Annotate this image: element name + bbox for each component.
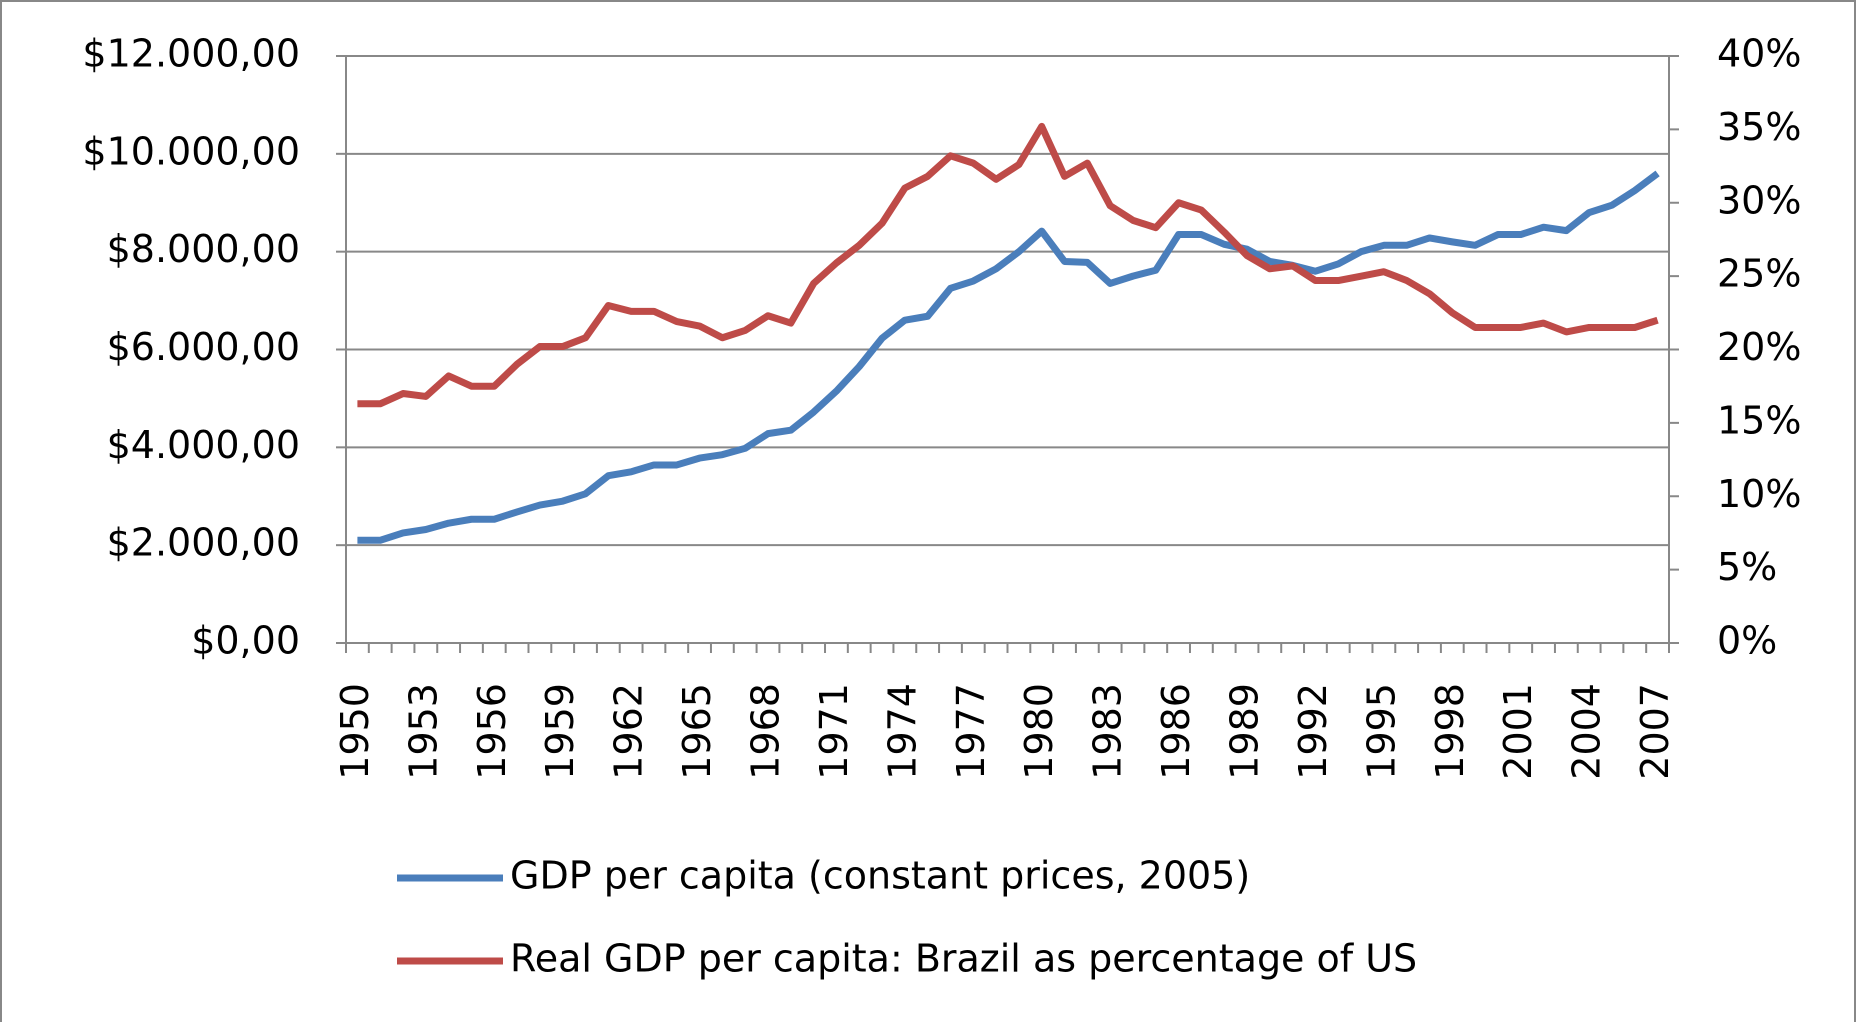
data-line	[357, 122, 1659, 408]
legend-label: GDP per capita (constant prices, 2005)	[510, 854, 1250, 898]
x-tick-label: 1989	[1223, 683, 1267, 780]
y-tick-label: $6.000,00	[107, 325, 300, 369]
y-tick-label: $8.000,00	[107, 227, 300, 271]
legend-label: Real GDP per capita: Brazil as percentag…	[510, 937, 1417, 981]
y2-tick-label: 20%	[1717, 325, 1801, 369]
x-tick-label: 1950	[333, 683, 377, 780]
x-tick-label: 1995	[1359, 683, 1403, 780]
x-tick-label: 1971	[812, 683, 856, 780]
y2-tick-label: 30%	[1717, 178, 1801, 222]
y2-tick-label: 35%	[1717, 105, 1801, 149]
y-tick-label: $4.000,00	[107, 423, 300, 467]
y-tick-label: $10.000,00	[82, 129, 300, 173]
x-tick-label: 1956	[470, 683, 514, 780]
data-line	[357, 170, 1660, 544]
x-tick-label: 1977	[949, 683, 993, 780]
x-tick-label: 1968	[743, 683, 787, 780]
y2-tick-label: 10%	[1717, 472, 1801, 516]
y-tick-label: $12.000,00	[82, 32, 300, 76]
x-tick-label: 1959	[538, 683, 582, 780]
y2-tick-label: 40%	[1717, 32, 1801, 76]
x-tick-label: 1974	[880, 683, 924, 780]
x-tick-label: 1992	[1291, 683, 1335, 780]
x-tick-label: 1962	[607, 683, 651, 780]
y2-tick-label: 5%	[1717, 545, 1777, 589]
x-tick-label: 2001	[1496, 683, 1540, 780]
y-tick-label: $2.000,00	[107, 521, 300, 565]
y2-tick-label: 25%	[1717, 252, 1801, 296]
x-tick-label: 1953	[401, 683, 445, 780]
x-tick-label: 2004	[1565, 683, 1609, 780]
x-tick-label: 1983	[1086, 683, 1130, 780]
x-tick-label: 2007	[1633, 683, 1677, 780]
x-tick-label: 1998	[1428, 683, 1472, 780]
y2-tick-label: 15%	[1717, 398, 1801, 442]
x-tick-label: 1965	[675, 683, 719, 780]
x-tick-label: 1986	[1154, 683, 1198, 780]
y-tick-label: $0,00	[191, 619, 300, 663]
y2-tick-label: 0%	[1717, 619, 1777, 663]
x-tick-label: 1980	[1017, 683, 1061, 780]
